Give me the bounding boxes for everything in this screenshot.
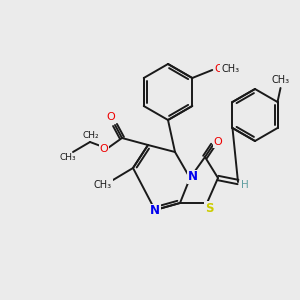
Text: CH₃: CH₃ bbox=[60, 154, 76, 163]
Text: N: N bbox=[150, 205, 160, 218]
Text: O: O bbox=[215, 64, 224, 74]
Text: N: N bbox=[188, 170, 198, 184]
Text: CH₃: CH₃ bbox=[272, 75, 290, 85]
Text: CH₃: CH₃ bbox=[94, 180, 112, 190]
Text: O: O bbox=[214, 137, 222, 147]
Text: H: H bbox=[241, 180, 249, 190]
Text: S: S bbox=[205, 202, 213, 214]
Text: O: O bbox=[106, 112, 116, 122]
Text: O: O bbox=[100, 144, 108, 154]
Text: CH₃: CH₃ bbox=[221, 64, 239, 74]
Text: CH₂: CH₂ bbox=[83, 131, 99, 140]
